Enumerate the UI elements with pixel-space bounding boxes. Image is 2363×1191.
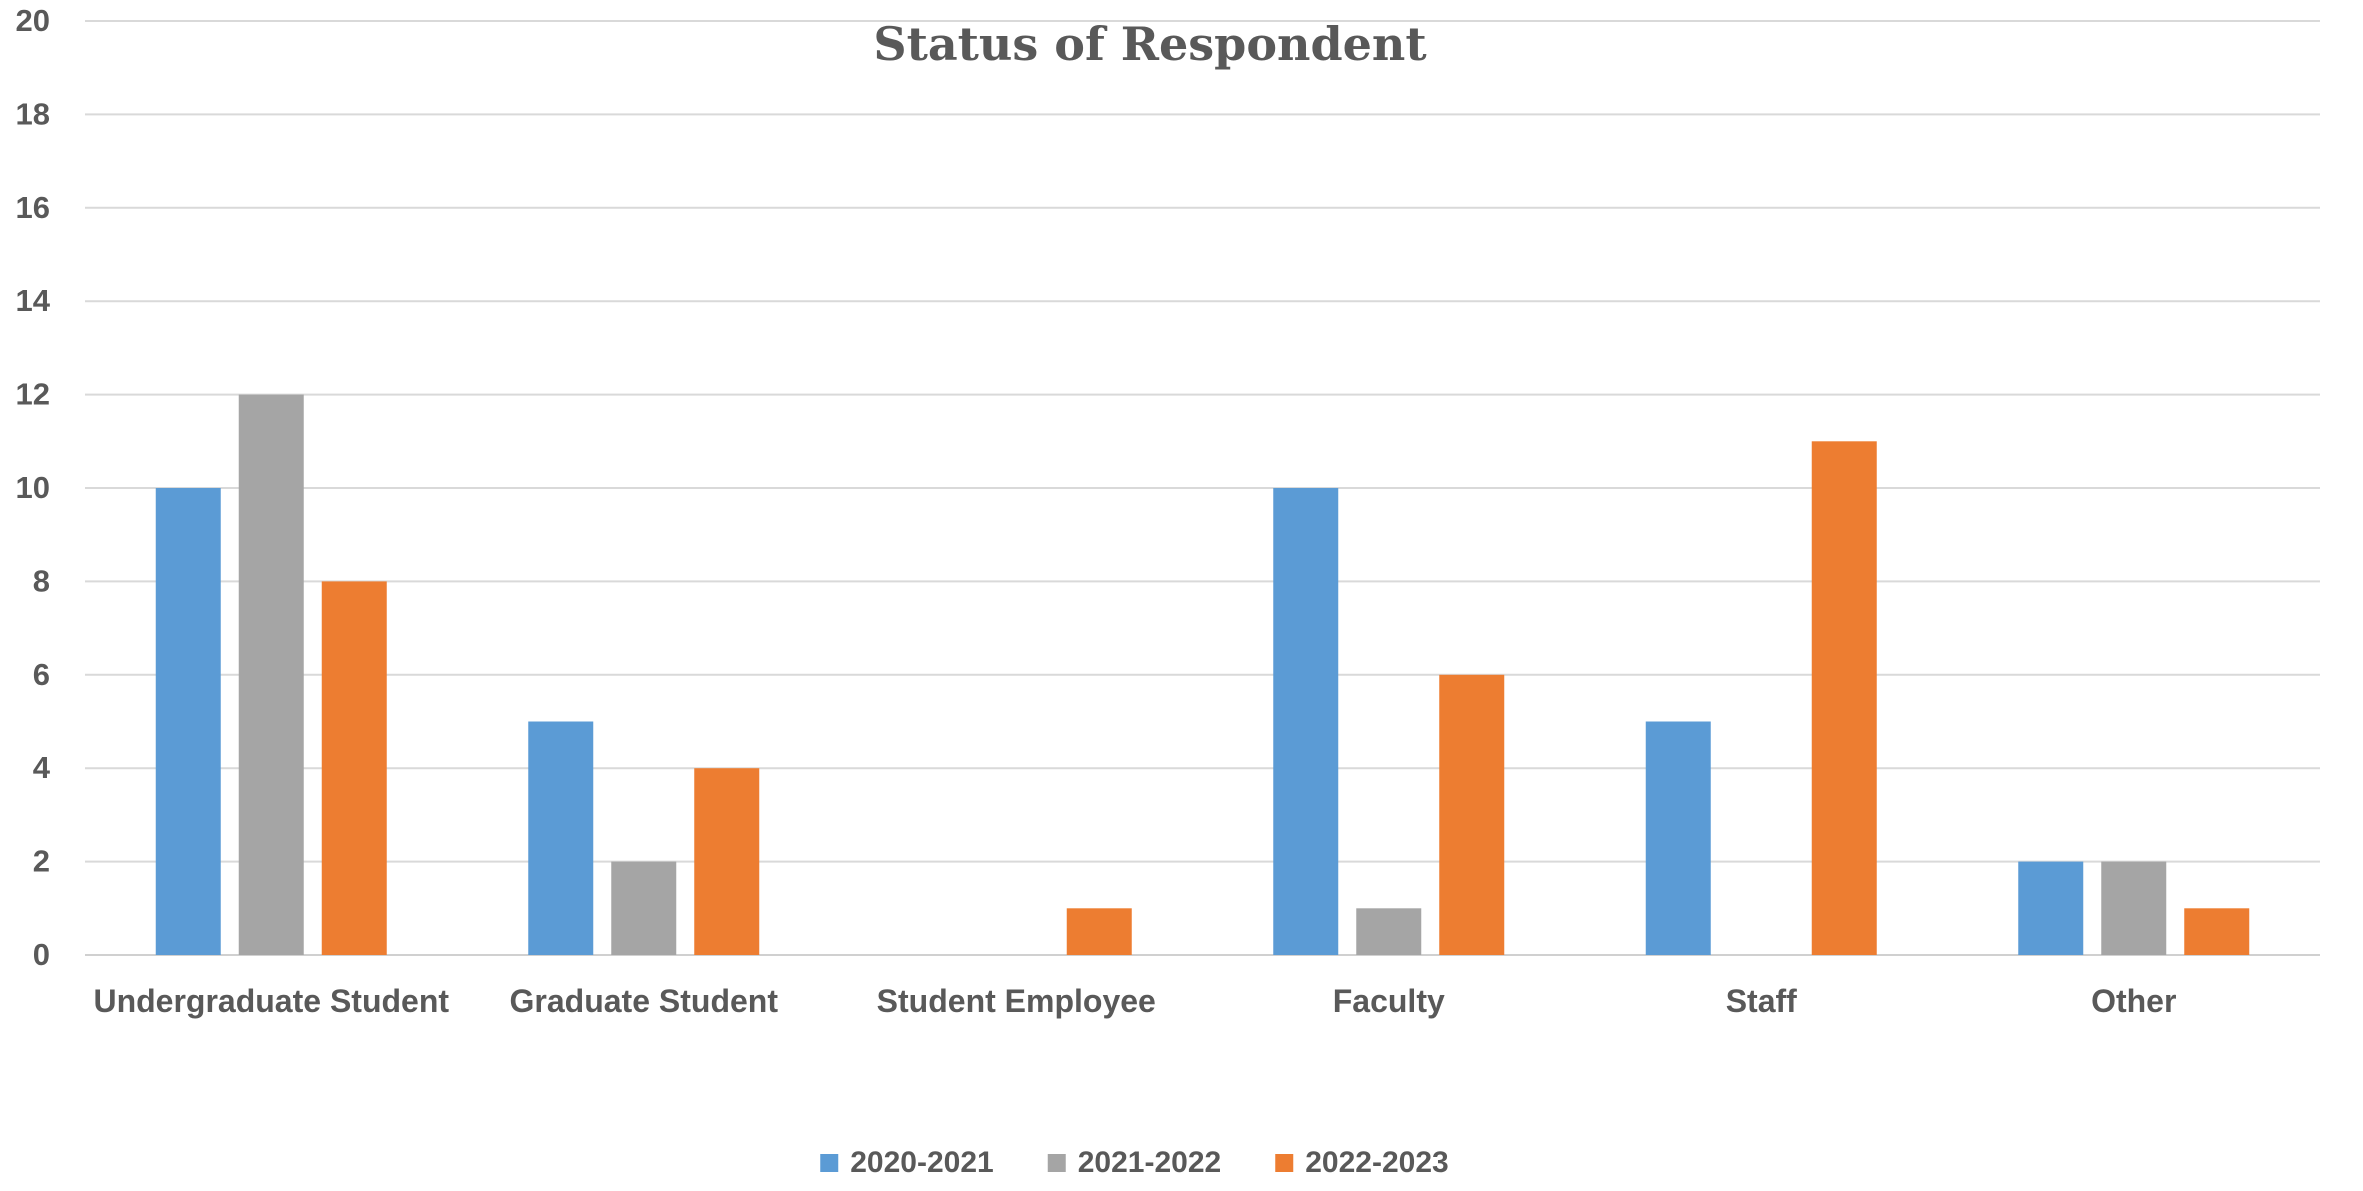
y-tick-label: 0 <box>33 937 50 972</box>
y-tick-label: 10 <box>16 470 50 505</box>
x-tick-label: Graduate Student <box>510 983 779 1019</box>
y-tick-label: 2 <box>33 844 50 879</box>
bar <box>1811 441 1877 955</box>
legend-swatch <box>820 1154 839 1172</box>
bar <box>2101 861 2167 955</box>
x-tick-label: Undergraduate Student <box>93 983 449 1019</box>
bar <box>528 721 594 955</box>
bars <box>155 394 2250 956</box>
chart-title: Status of Respondent <box>873 17 1427 71</box>
bar <box>321 581 387 955</box>
y-tick-label: 16 <box>16 190 50 225</box>
y-tick-label: 18 <box>16 96 50 131</box>
x-tick-label: Faculty <box>1333 983 1445 1019</box>
legend-label: 2022-2023 <box>1305 1146 1448 1179</box>
bar <box>2184 908 2250 955</box>
legend-swatch <box>1047 1154 1066 1172</box>
x-axis-labels: Undergraduate Student Graduate Student Stu… <box>93 983 2176 1019</box>
bar <box>1356 908 1422 955</box>
legend-label: 2021-2022 <box>1078 1146 1221 1179</box>
gridlines <box>85 20 2320 956</box>
bar <box>694 768 760 955</box>
y-tick-label: 4 <box>33 750 51 785</box>
bar <box>238 394 304 956</box>
y-tick-label: 8 <box>33 563 50 598</box>
legend: 2020-2021 2021-2022 2022-2023 <box>820 1146 1449 1179</box>
x-tick-label: Staff <box>1726 983 1797 1019</box>
y-tick-label: 20 <box>16 3 50 38</box>
bar <box>2018 861 2084 955</box>
bar <box>155 488 221 955</box>
x-tick-label: Other <box>2091 983 2176 1019</box>
bar <box>1645 721 1711 955</box>
legend-swatch <box>1275 1154 1294 1172</box>
y-tick-label: 6 <box>33 657 50 692</box>
bar <box>1439 674 1505 955</box>
y-axis-ticks: 0 2 4 6 8 10 12 14 16 18 20 <box>16 3 51 972</box>
legend-label: 2020-2021 <box>850 1146 993 1179</box>
y-tick-label: 12 <box>16 377 50 412</box>
y-tick-label: 14 <box>16 283 51 318</box>
x-tick-label: Student Employee <box>877 983 1156 1019</box>
bar <box>1066 908 1132 955</box>
bar <box>1273 488 1339 955</box>
bar <box>611 861 677 955</box>
